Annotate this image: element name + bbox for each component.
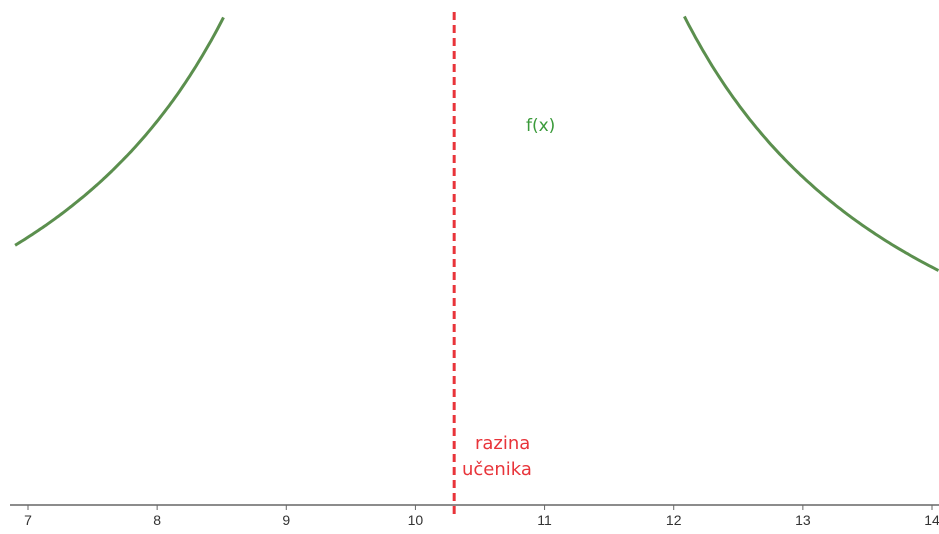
x-tick-label: 8 <box>153 512 161 528</box>
fx-curve-right-branch <box>684 16 938 270</box>
x-tick-label: 12 <box>666 512 682 528</box>
curve-layer <box>15 16 938 270</box>
fx-curve-left-branch <box>15 17 223 245</box>
series-label-fx: f(x) <box>526 116 555 136</box>
x-tick-label: 9 <box>282 512 290 528</box>
x-axis-ticks: 7 8 9 10 11 12 13 14 <box>24 505 939 528</box>
x-tick-label: 10 <box>408 512 424 528</box>
x-tick-label: 13 <box>795 512 811 528</box>
marker-label-line1: razina <box>475 433 530 454</box>
x-tick-label: 11 <box>537 512 552 528</box>
x-tick-label: 14 <box>924 512 939 528</box>
marker-label-line2: učenika <box>462 459 532 480</box>
x-tick-label: 7 <box>24 512 32 528</box>
